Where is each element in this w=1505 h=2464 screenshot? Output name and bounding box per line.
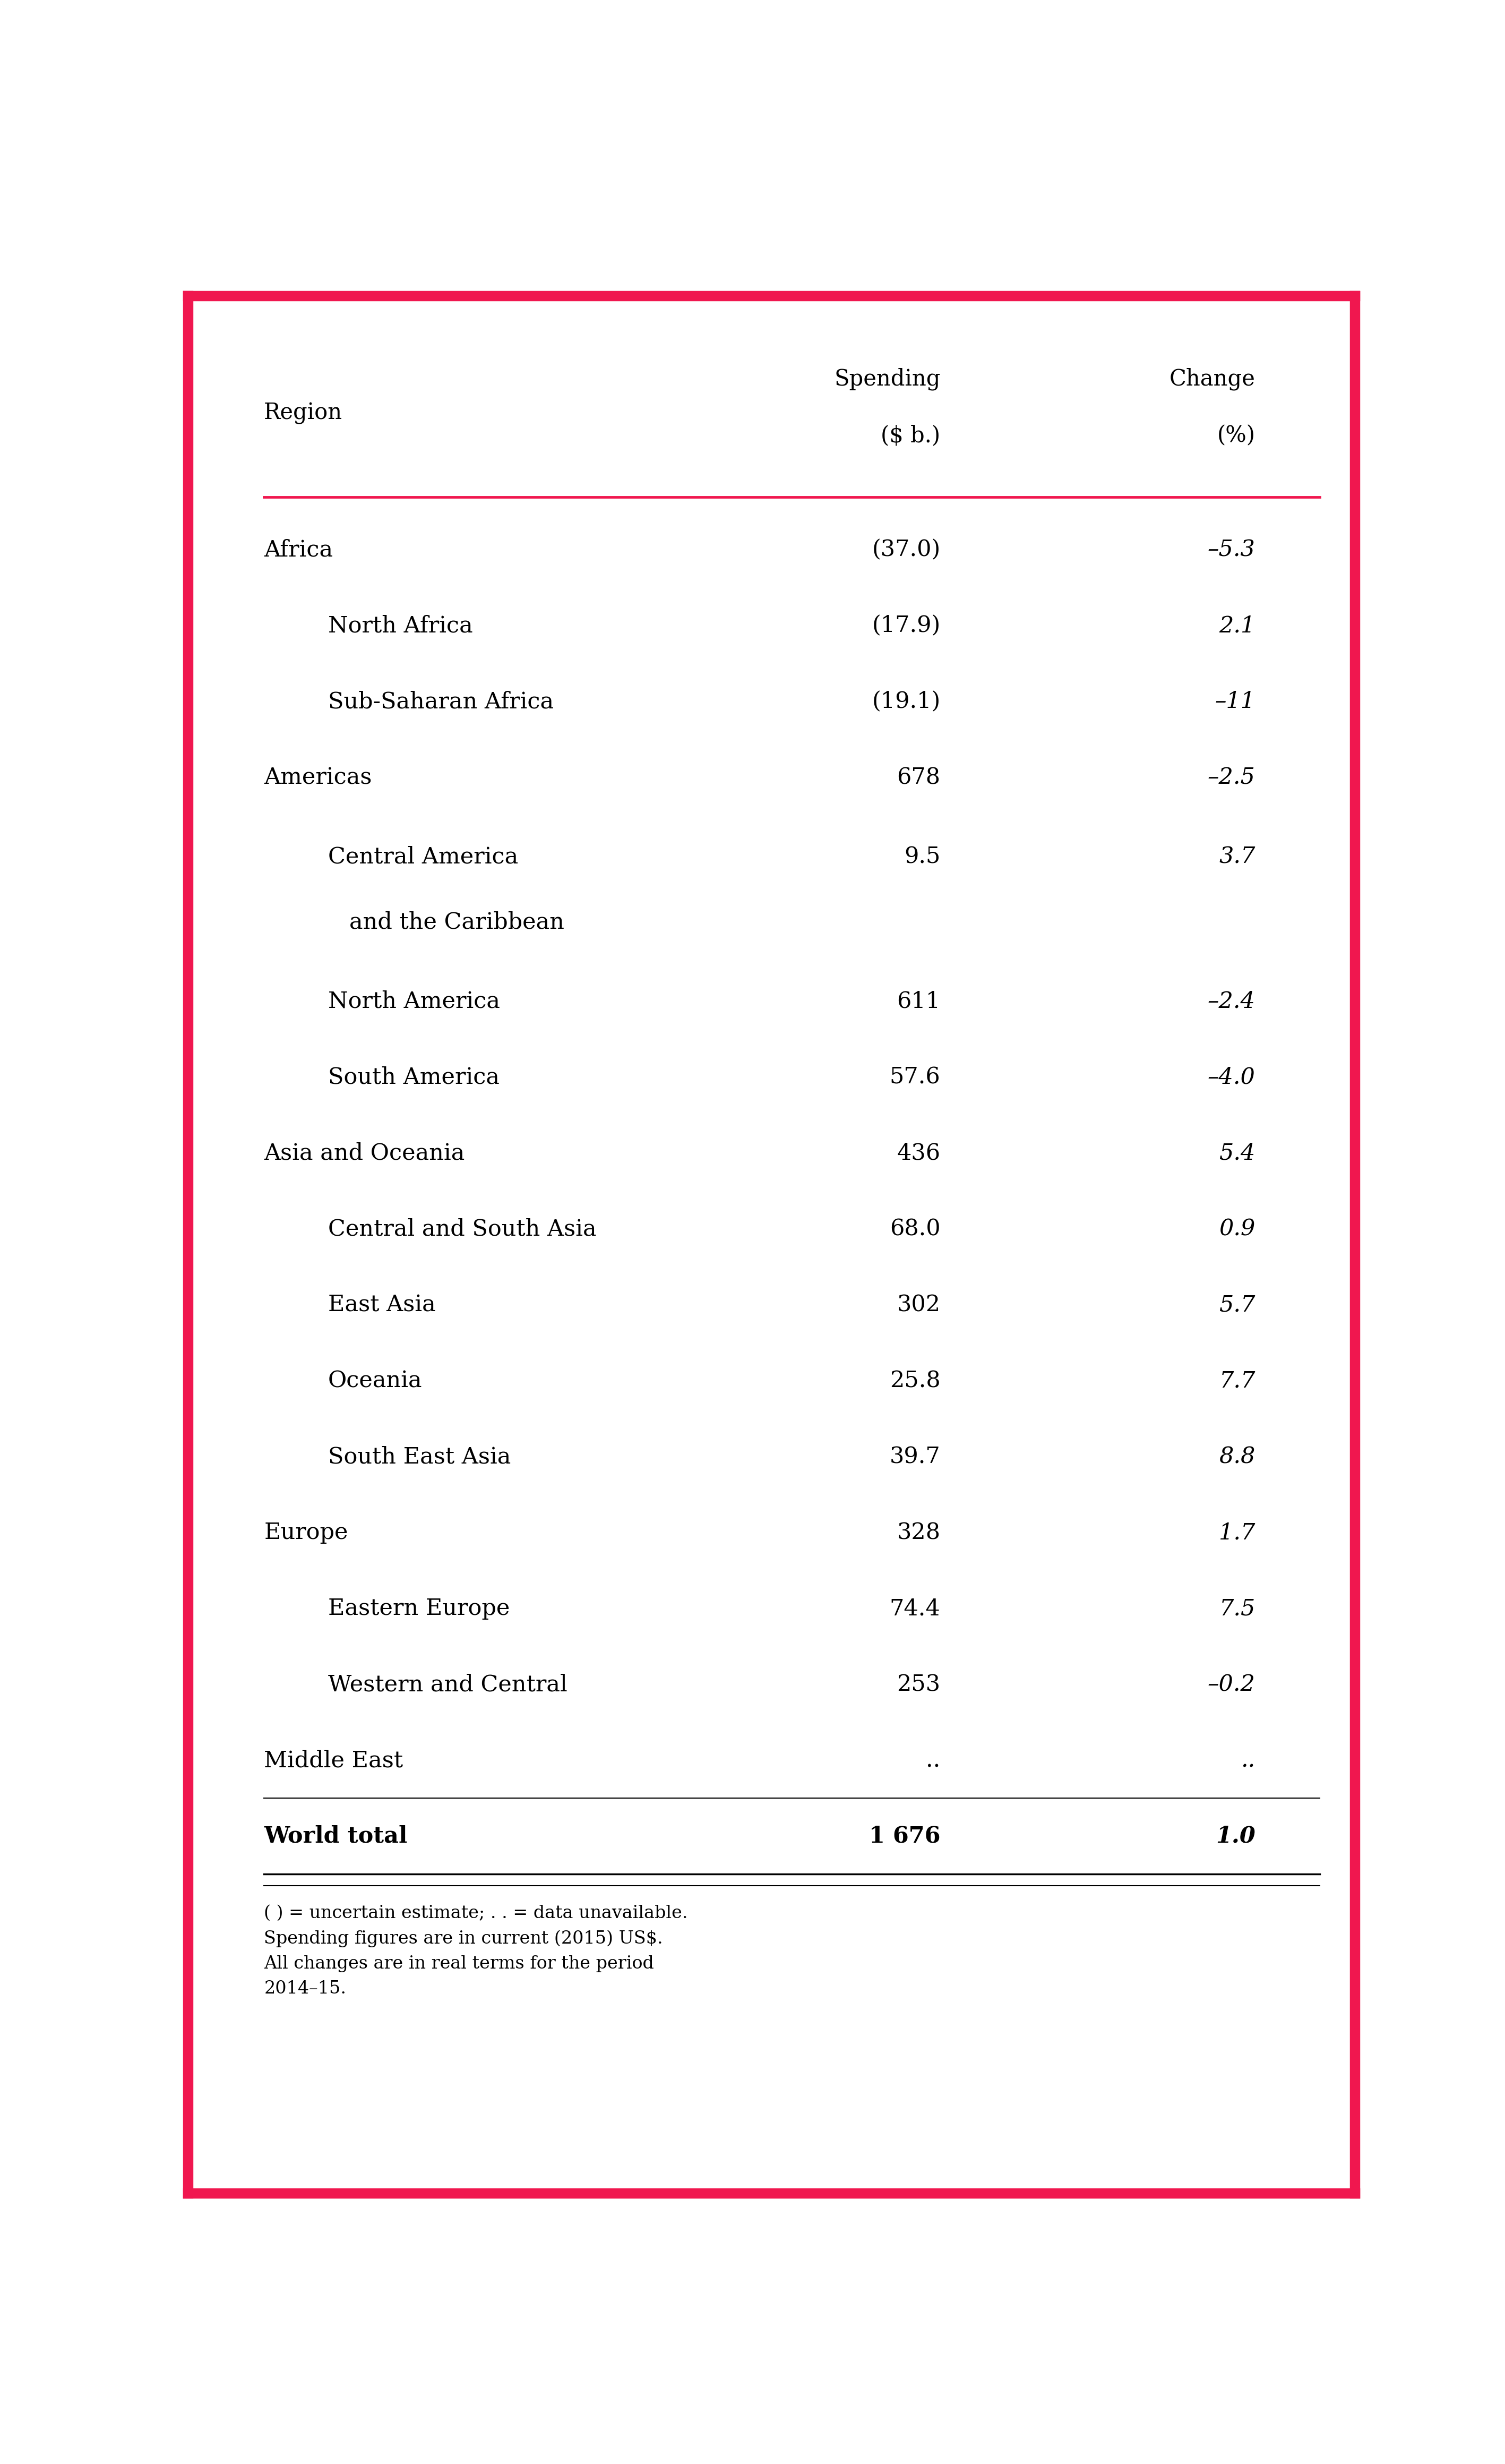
Text: 3.7: 3.7 (1219, 845, 1255, 867)
Text: South East Asia: South East Asia (328, 1446, 510, 1469)
Text: North Africa: North Africa (328, 614, 473, 638)
Text: and the Caribbean: and the Caribbean (349, 912, 564, 934)
Text: ..: .. (926, 1749, 941, 1772)
Text: Change: Change (1169, 367, 1255, 389)
Text: 7.7: 7.7 (1219, 1370, 1255, 1392)
Text: 436: 436 (897, 1143, 941, 1165)
Text: 611: 611 (897, 991, 941, 1013)
Text: (17.9): (17.9) (871, 614, 941, 638)
Text: 74.4: 74.4 (889, 1597, 941, 1619)
Text: 253: 253 (897, 1673, 941, 1695)
Text: –2.4: –2.4 (1207, 991, 1255, 1013)
Text: Western and Central: Western and Central (328, 1673, 567, 1695)
Text: 68.0: 68.0 (889, 1217, 941, 1239)
Text: –0.2: –0.2 (1207, 1673, 1255, 1695)
Text: ..: .. (1242, 1749, 1255, 1772)
Text: 39.7: 39.7 (889, 1446, 941, 1469)
Text: 2.1: 2.1 (1219, 614, 1255, 638)
Text: Asia and Oceania: Asia and Oceania (263, 1143, 465, 1165)
Text: Middle East: Middle East (263, 1749, 403, 1772)
Text: (37.0): (37.0) (871, 540, 941, 562)
Text: Americas: Americas (263, 766, 372, 788)
Text: –11: –11 (1215, 690, 1255, 712)
Text: 328: 328 (897, 1523, 941, 1545)
Text: Europe: Europe (263, 1523, 348, 1545)
Text: Central and South Asia: Central and South Asia (328, 1217, 596, 1239)
Text: 7.5: 7.5 (1219, 1597, 1255, 1619)
Text: South America: South America (328, 1067, 500, 1089)
Text: 1.7: 1.7 (1219, 1523, 1255, 1545)
Text: North America: North America (328, 991, 500, 1013)
Text: (19.1): (19.1) (871, 690, 941, 712)
Text: Region: Region (263, 402, 343, 424)
Text: Spending: Spending (834, 367, 941, 389)
Text: –2.5: –2.5 (1207, 766, 1255, 788)
Text: 302: 302 (897, 1294, 941, 1316)
Text: ($ b.): ($ b.) (880, 424, 941, 446)
Text: 8.8: 8.8 (1219, 1446, 1255, 1469)
Text: 9.5: 9.5 (905, 845, 941, 867)
Text: East Asia: East Asia (328, 1294, 436, 1316)
Text: –5.3: –5.3 (1207, 540, 1255, 562)
Text: 5.4: 5.4 (1219, 1143, 1255, 1165)
Text: Central America: Central America (328, 845, 518, 867)
Text: 1 676: 1 676 (868, 1826, 941, 1848)
Text: 57.6: 57.6 (889, 1067, 941, 1089)
Text: –4.0: –4.0 (1207, 1067, 1255, 1089)
Text: Sub-Saharan Africa: Sub-Saharan Africa (328, 690, 554, 712)
Text: Africa: Africa (263, 540, 333, 562)
Text: 678: 678 (897, 766, 941, 788)
Text: 1.0: 1.0 (1216, 1826, 1255, 1848)
Text: 25.8: 25.8 (889, 1370, 941, 1392)
Text: 5.7: 5.7 (1219, 1294, 1255, 1316)
Text: Eastern Europe: Eastern Europe (328, 1597, 510, 1619)
Text: World total: World total (263, 1826, 408, 1848)
Text: ( ) = uncertain estimate; . . = data unavailable.
Spending figures are in curren: ( ) = uncertain estimate; . . = data una… (263, 1905, 688, 1996)
Text: 0.9: 0.9 (1219, 1217, 1255, 1239)
Text: (%): (%) (1218, 424, 1255, 446)
Text: Oceania: Oceania (328, 1370, 423, 1392)
